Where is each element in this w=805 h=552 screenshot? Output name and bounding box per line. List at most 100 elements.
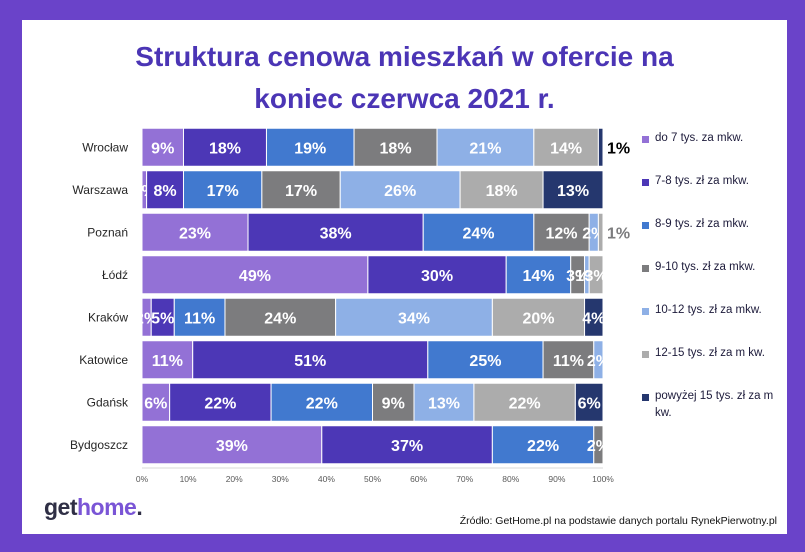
data-label: 11%: [184, 310, 215, 327]
x-tick-label: 40%: [318, 474, 335, 484]
bar-segment: [597, 127, 604, 167]
legend-label: 12-15 tys. zł za m kw.: [655, 347, 765, 359]
logo-part-get: get: [44, 494, 78, 520]
bar-segment: [593, 340, 604, 380]
bar-segment: [270, 382, 373, 422]
legend: do 7 tys. za mkw. 7-8 tys. zł za mkw. 8-9 …: [642, 130, 782, 431]
chart-title-line-2: koniec czerwca 2021 r.: [254, 83, 555, 114]
x-tick-label: 30%: [272, 474, 289, 484]
category-label: Wrocław: [82, 140, 128, 154]
bar-segment: [321, 425, 493, 465]
data-label: 6%: [144, 395, 167, 412]
bar-segment: [353, 127, 438, 167]
bar-segment: [542, 170, 604, 210]
data-label: 6%: [578, 395, 601, 412]
data-label: 8%: [153, 183, 176, 200]
data-label: 25%: [469, 353, 501, 370]
data-label: 12%: [545, 225, 577, 242]
data-label: 2%: [587, 438, 610, 455]
chart-title: Struktura cenowa mieszkań w ofercie na k…: [22, 36, 787, 120]
data-label: 9%: [382, 395, 405, 412]
legend-item: do 7 tys. za mkw.: [642, 130, 782, 173]
legend-swatch: [642, 265, 649, 272]
data-label: 23%: [179, 225, 211, 242]
logo-part-home: home: [77, 494, 137, 520]
bar-segment: [339, 170, 461, 210]
category-label: Warszawa: [72, 183, 128, 197]
legend-label: 8-9 tys. zł za mkw.: [655, 218, 749, 230]
bar-segment: [367, 255, 507, 295]
x-tick-label: 10%: [180, 474, 197, 484]
bar-segment: [182, 170, 263, 210]
bar-segment: [247, 212, 424, 252]
data-label: 13%: [428, 395, 460, 412]
category-label: Poznań: [87, 225, 128, 239]
x-tick-label: 100%: [592, 474, 614, 484]
bar-segment: [597, 212, 604, 252]
legend-label: 10-12 tys. zł za mkw.: [655, 304, 762, 316]
data-label: 39%: [216, 438, 248, 455]
data-label: 30%: [421, 268, 453, 285]
data-label: 17%: [207, 183, 239, 200]
chart-card: Struktura cenowa mieszkań w ofercie na k…: [22, 20, 787, 534]
data-label: 17%: [285, 183, 317, 200]
legend-swatch: [642, 179, 649, 186]
data-label: 4%: [582, 310, 605, 327]
category-label: Bydgoszcz: [70, 438, 128, 452]
bar-segment: [173, 297, 226, 337]
legend-label: 7-8 tys. zł za mkw.: [655, 175, 749, 187]
bar-segment: [436, 127, 535, 167]
data-label: 22%: [509, 395, 541, 412]
bar-segment: [533, 212, 590, 252]
data-label: 22%: [204, 395, 236, 412]
bar-segment: [265, 127, 355, 167]
data-label: 34%: [398, 310, 430, 327]
bar-segment: [422, 212, 535, 252]
bar-segment: [335, 297, 493, 337]
legend-swatch: [642, 394, 649, 401]
bar-segment: [141, 340, 194, 380]
data-label: 22%: [306, 395, 338, 412]
data-label: 13%: [557, 183, 589, 200]
bar-segment: [593, 425, 604, 465]
bar-segment: [542, 340, 595, 380]
category-label: Gdańsk: [87, 395, 129, 409]
category-label: Kraków: [88, 310, 128, 324]
data-label: 26%: [384, 183, 416, 200]
bar-segment: [169, 382, 272, 422]
gethome-logo: gethome.: [44, 494, 143, 521]
bar-segment: [141, 255, 369, 295]
legend-item: 8-9 tys. zł za mkw.: [642, 216, 782, 259]
x-tick-label: 20%: [226, 474, 243, 484]
legend-label: powyżej 15 tys. zł za m kw.: [655, 390, 774, 419]
data-label: 11%: [553, 353, 584, 370]
bar-segment: [141, 127, 184, 167]
legend-swatch: [642, 136, 649, 143]
bar-segment: [491, 425, 595, 465]
legend-swatch: [642, 308, 649, 315]
data-label: 24%: [463, 225, 495, 242]
bar-segment: [261, 170, 341, 210]
legend-item: 12-15 tys. zł za m kw.: [642, 345, 782, 388]
data-label: 38%: [320, 225, 352, 242]
data-label: 18%: [209, 140, 241, 157]
legend-item: 9-10 tys. zł za mkw.: [642, 259, 782, 302]
data-label: 1%: [607, 140, 630, 157]
bar-segment: [192, 340, 429, 380]
data-label: 1%: [607, 225, 630, 242]
logo-part-dot: .: [136, 494, 143, 520]
data-label: 11%: [152, 353, 183, 370]
legend-label: do 7 tys. za mkw.: [655, 132, 744, 144]
bar-segment: [141, 212, 249, 252]
data-label: 20%: [522, 310, 554, 327]
data-label: 19%: [294, 140, 326, 157]
bar-segment: [491, 297, 586, 337]
data-label: 2%: [587, 353, 610, 370]
data-label: 18%: [486, 183, 518, 200]
bar-segment: [224, 297, 337, 337]
legend-swatch: [642, 222, 649, 229]
legend-item: powyżej 15 tys. zł za m kw.: [642, 388, 782, 431]
data-label: 22%: [527, 438, 559, 455]
x-tick-label: 50%: [364, 474, 381, 484]
data-label: 3%: [585, 268, 608, 285]
